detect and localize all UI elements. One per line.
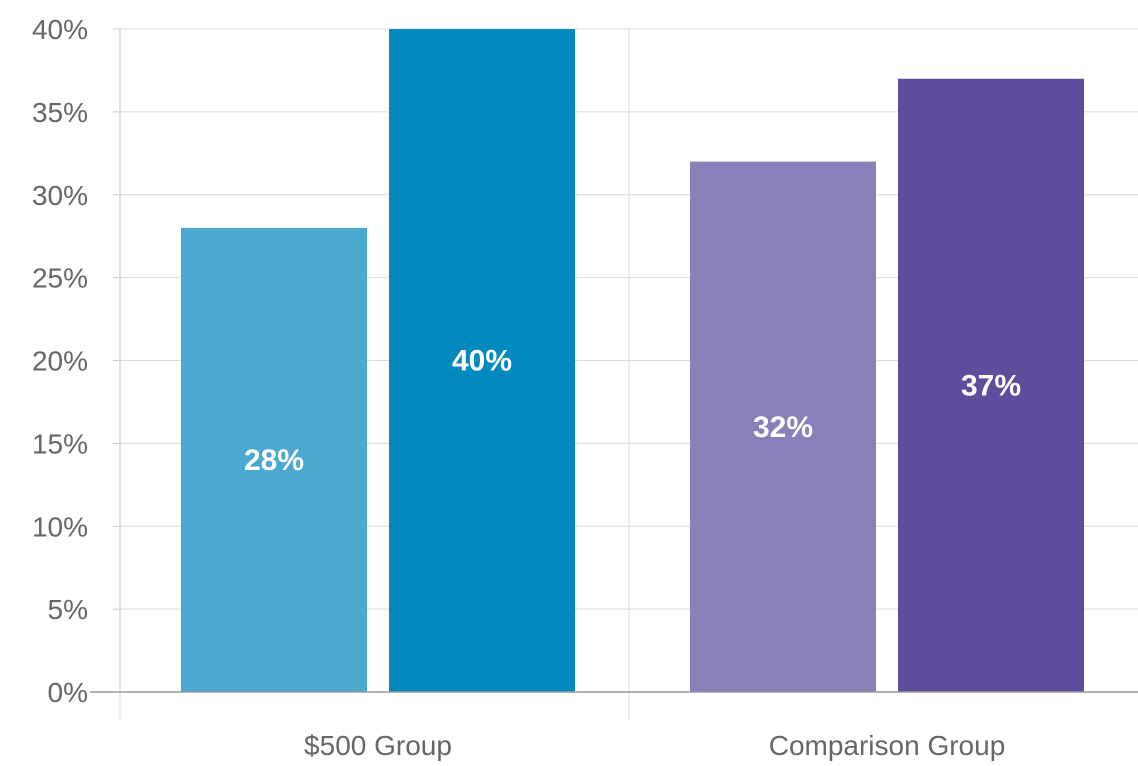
bar-value-label: 28% bbox=[244, 444, 304, 477]
y-tick-label: 25% bbox=[32, 263, 88, 294]
bar[interactable] bbox=[181, 227, 367, 692]
y-tick-label: 30% bbox=[32, 180, 88, 211]
y-tick-label: 35% bbox=[32, 97, 88, 128]
bar[interactable] bbox=[389, 29, 575, 692]
bar[interactable] bbox=[690, 161, 876, 693]
y-tick-label: 40% bbox=[32, 14, 88, 45]
y-tick-label: 20% bbox=[32, 346, 88, 377]
x-tick-label: Comparison Group bbox=[769, 730, 1006, 761]
y-tick-label: 15% bbox=[32, 428, 88, 459]
y-tick-label: 0% bbox=[48, 677, 88, 708]
bar-value-label: 37% bbox=[961, 369, 1021, 402]
y-tick-label: 5% bbox=[48, 594, 88, 625]
bar[interactable] bbox=[898, 78, 1084, 693]
bar-value-label: 32% bbox=[753, 411, 813, 444]
x-tick-label: $500 Group bbox=[304, 730, 452, 761]
bar-value-label: 40% bbox=[452, 345, 512, 378]
y-tick-label: 10% bbox=[32, 511, 88, 542]
